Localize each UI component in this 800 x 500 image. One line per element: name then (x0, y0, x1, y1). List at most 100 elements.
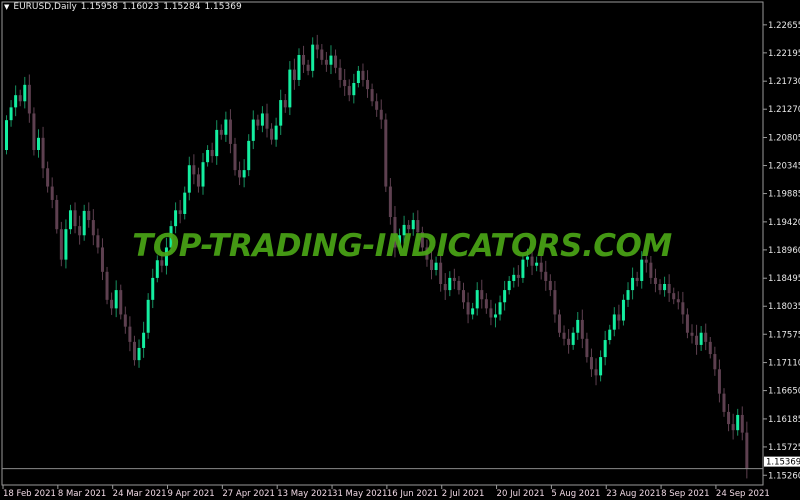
bear-candle (78, 226, 82, 236)
bear-candle (123, 314, 127, 327)
bear-candle (443, 284, 447, 291)
bear-candle (361, 70, 365, 80)
triangle-down-icon[interactable]: ▼ (4, 3, 10, 11)
bull-candle (247, 140, 251, 171)
bear-candle (96, 235, 100, 248)
bull-candle (187, 165, 191, 193)
bear-candle (302, 54, 306, 65)
bear-candle (110, 299, 114, 309)
bull-candle (535, 262, 539, 266)
bull-candle (206, 150, 210, 163)
y-tick-label: 1.19420 (768, 218, 800, 228)
bear-candle (55, 199, 59, 230)
bear-candle (731, 424, 735, 431)
bear-candle (283, 100, 287, 108)
bull-candle (475, 290, 479, 309)
bull-candle (402, 224, 406, 236)
bear-candle (457, 280, 461, 291)
bear-candle (379, 109, 383, 120)
bear-candle (452, 277, 456, 281)
bear-candle (676, 299, 680, 303)
bear-candle (119, 290, 123, 315)
y-tick-label: 1.22655 (768, 21, 800, 31)
x-tick-label: 23 Aug 2021 (606, 489, 660, 499)
bear-candle (685, 314, 689, 333)
bear-candle (695, 335, 699, 345)
bull-candle (155, 260, 159, 278)
bull-candle (612, 314, 616, 330)
x-tick-label: 13 May 2021 (277, 489, 332, 499)
bull-candle (631, 277, 635, 291)
bear-candle (653, 277, 657, 285)
bear-candle (100, 247, 104, 272)
bull-candle (621, 299, 625, 321)
bid-price-box (764, 456, 800, 467)
bull-candle (736, 414, 740, 431)
bear-candle (713, 354, 717, 370)
bear-candle (539, 262, 543, 272)
y-tick-label: 1.17110 (768, 359, 800, 369)
bear-candle (366, 79, 370, 90)
x-tick-label: 18 Feb 2021 (3, 489, 56, 499)
bull-candle (36, 137, 40, 151)
x-tick-label: 24 Sep 2021 (716, 489, 770, 499)
bull-candle (521, 259, 525, 278)
bull-candle (512, 274, 516, 281)
bear-candle (589, 357, 593, 370)
y-tick-label: 1.20345 (768, 162, 800, 172)
y-tick-label: 1.21270 (768, 105, 800, 115)
y-tick-label: 1.22195 (768, 49, 800, 59)
bear-candle (727, 411, 731, 425)
bull-candle (260, 113, 264, 126)
bull-candle (169, 226, 173, 248)
y-tick-label: 1.21730 (768, 77, 800, 87)
bear-candle (256, 119, 260, 126)
bear-candle (233, 143, 237, 171)
bear-candle (407, 224, 411, 230)
bear-candle (553, 290, 557, 315)
bull-candle (356, 70, 360, 84)
bear-candle (548, 280, 552, 291)
bear-candle (708, 341, 712, 355)
bear-candle (18, 95, 22, 102)
bull-candle (82, 210, 86, 236)
y-tick-label: 1.20805 (768, 134, 800, 144)
bear-candle (132, 341, 136, 361)
x-tick-label: 8 Sep 2021 (661, 489, 709, 499)
bull-candle (352, 83, 356, 96)
bear-candle (270, 128, 274, 140)
bull-candle (201, 162, 205, 187)
bear-candle (265, 113, 269, 129)
bull-candle (448, 277, 452, 291)
bear-candle (530, 256, 534, 266)
bull-candle (411, 220, 415, 230)
bear-candle (562, 332, 566, 339)
chart-header: ▼ EURUSD,Daily 1.15958 1.16023 1.15284 1… (4, 2, 242, 12)
bull-candle (525, 256, 529, 260)
y-tick-label: 1.16650 (768, 387, 800, 397)
bear-candle (46, 168, 50, 187)
bull-candle (215, 129, 219, 157)
bear-candle (178, 210, 182, 214)
y-tick-label: 1.18960 (768, 246, 800, 256)
bull-candle (608, 329, 612, 341)
bull-candle (603, 340, 607, 358)
bull-candle (68, 210, 72, 230)
bull-candle (114, 290, 118, 309)
bear-candle (228, 119, 232, 144)
bear-candle (644, 259, 648, 263)
bull-candle (663, 284, 667, 291)
bear-candle (544, 271, 548, 281)
bear-candle (32, 113, 36, 151)
x-tick-label: 20 Jul 2021 (497, 489, 545, 499)
bull-candle (398, 235, 402, 248)
bear-candle (343, 79, 347, 87)
bear-candle (635, 277, 639, 281)
bull-candle (251, 119, 255, 141)
bear-candle (41, 137, 45, 169)
bull-candle (297, 54, 301, 80)
bull-candle (9, 107, 13, 121)
bear-candle (315, 44, 319, 50)
